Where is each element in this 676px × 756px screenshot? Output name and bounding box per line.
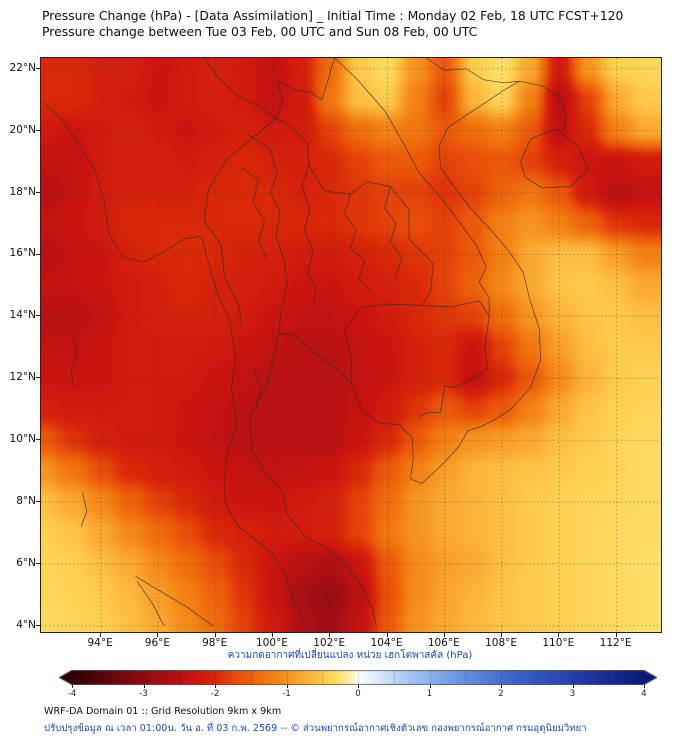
y-axis-label: 20°N: [9, 123, 36, 136]
x-axis-tick: [501, 633, 503, 637]
colorbar-tick: [501, 685, 502, 688]
colorbar-tick: [358, 685, 359, 688]
y-axis-label: 4°N: [16, 618, 36, 631]
country-border: [278, 80, 542, 484]
y-axis-label: 16°N: [9, 247, 36, 260]
x-axis-label: 112°E: [599, 637, 632, 649]
colorbar-tick-label: -2: [210, 689, 220, 699]
x-axis-label: 96°E: [144, 637, 171, 649]
country-border: [520, 128, 589, 189]
colorbar-title: ความกดอากาศที่เปลี่ยนแปลง หน่วย เฮกโตพาส…: [227, 650, 473, 661]
country-border: [519, 80, 567, 131]
x-axis-tick: [157, 633, 159, 637]
country-border: [426, 58, 520, 84]
x-axis-label: 98°E: [202, 637, 228, 649]
y-axis-tick: [36, 624, 40, 626]
x-axis-label: 102°E: [313, 637, 346, 649]
x-axis-tick: [386, 633, 388, 637]
y-axis-label: 8°N: [16, 495, 36, 508]
colorbar-gradient: [59, 670, 657, 685]
colorbar-tick: [72, 685, 73, 688]
country-border: [136, 580, 165, 626]
y-axis-label: 22°N: [9, 61, 36, 74]
country-border: [135, 575, 214, 627]
y-axis-tick: [36, 315, 40, 317]
x-axis-label: 104°E: [370, 637, 403, 649]
colorbar-tick: [429, 685, 431, 688]
page-title: Pressure Change (hPa) - [Data Assimilati…: [42, 8, 624, 23]
colorbar-tick-label: 2: [498, 689, 504, 699]
x-axis-tick: [100, 633, 102, 637]
country-border: [241, 167, 268, 261]
colorbar-tick-label: 3: [569, 689, 576, 699]
y-axis-tick: [36, 562, 40, 564]
colorbar-tick: [215, 685, 216, 688]
colorbar-tick: [572, 685, 574, 688]
country-border: [80, 492, 88, 527]
country-border: [249, 333, 377, 626]
pressure-heatmap-canvas: [41, 58, 661, 632]
x-axis-label: 100°E: [255, 637, 288, 649]
country-border: [277, 58, 335, 101]
country-border: [275, 117, 434, 306]
x-axis-tick: [558, 633, 560, 637]
country-border: [43, 102, 305, 623]
x-axis-tick: [214, 633, 216, 637]
colorbar-tick-label: 4: [641, 689, 647, 699]
country-border: [70, 334, 78, 388]
colorbar-tick: [143, 685, 145, 688]
colorbar-tick: [644, 685, 645, 688]
colorbar-tick-label: -3: [139, 689, 148, 699]
footer-domain-info: WRF-DA Domain 01 :: Grid Resolution 9km …: [44, 706, 282, 717]
y-axis-tick: [36, 253, 40, 255]
footer-update-info: ปรับปรุงข้อมูล ณ เวลา 01:00น. วัน อ. ที่…: [44, 723, 587, 734]
country-border: [301, 164, 317, 308]
y-axis-tick: [36, 191, 40, 193]
country-border: [203, 58, 277, 119]
y-axis-label: 14°N: [9, 309, 36, 322]
y-axis-label: 18°N: [9, 185, 36, 198]
x-axis-tick: [272, 633, 273, 637]
y-axis-tick: [36, 129, 40, 131]
country-border: [334, 58, 490, 317]
colorbar-tick: [286, 685, 288, 688]
colorbar-tick-label: -1: [282, 689, 291, 699]
x-axis-label: 94°E: [87, 637, 113, 649]
y-axis-tick: [36, 501, 40, 502]
title-block: Pressure Change (hPa) - [Data Assimilati…: [42, 8, 623, 40]
map-overlay: [41, 58, 661, 632]
x-axis-label: 108°E: [485, 637, 518, 649]
y-axis-tick: [36, 439, 40, 441]
colorbar-tick-label: 0: [355, 689, 361, 699]
country-border: [203, 118, 277, 326]
map-plot-area: [40, 57, 662, 633]
x-axis-tick: [615, 633, 617, 637]
y-axis-label: 12°N: [9, 371, 36, 384]
colorbar-tick-label: -4: [67, 689, 77, 699]
x-axis-tick: [329, 633, 331, 637]
country-border: [384, 186, 403, 277]
country-border: [418, 300, 490, 418]
y-axis-label: 6°N: [16, 556, 36, 569]
y-axis-tick: [36, 67, 40, 69]
x-axis-label: 106°E: [427, 637, 460, 649]
x-axis-tick: [443, 633, 445, 637]
y-axis-tick: [36, 377, 40, 379]
country-border: [252, 365, 262, 410]
country-border: [344, 303, 422, 385]
x-axis-label: 110°E: [542, 637, 575, 649]
country-border: [344, 194, 371, 292]
y-axis-label: 10°N: [9, 433, 36, 446]
page-subtitle: Pressure change between Tue 03 Feb, 00 U…: [42, 24, 478, 39]
colorbar-tick-label: 1: [426, 689, 433, 699]
country-border: [247, 133, 288, 334]
country-border: [275, 81, 284, 119]
